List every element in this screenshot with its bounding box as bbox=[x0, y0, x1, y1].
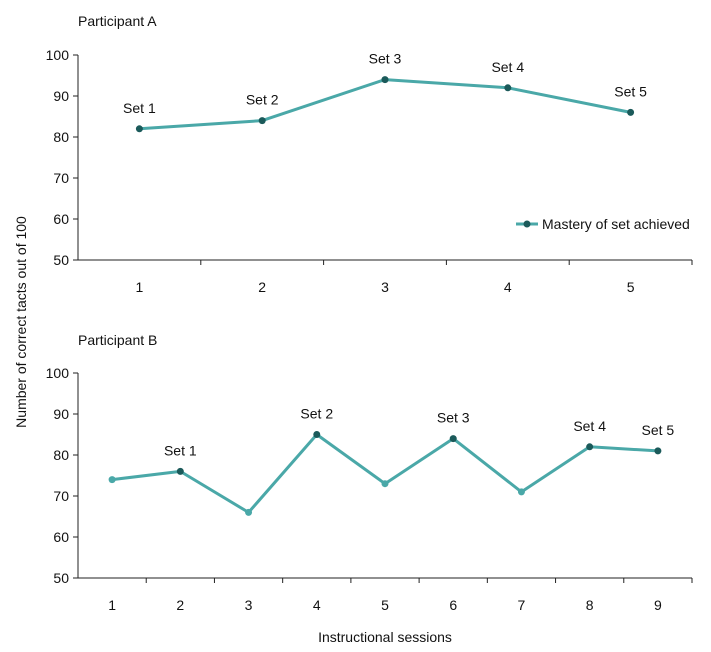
mastery-point-b bbox=[313, 431, 321, 438]
set-label-b: Set 3 bbox=[437, 410, 470, 426]
series-line-a bbox=[137, 78, 633, 131]
x-tick-label-b: 5 bbox=[381, 597, 389, 613]
mastery-point-b bbox=[449, 435, 457, 443]
ticks-a: 50 60 70 80 90 100 1 2 3 4 5 bbox=[46, 47, 693, 295]
panel-title-participant-a: Participant A bbox=[78, 13, 157, 29]
y-tick-label-a: 60 bbox=[53, 211, 69, 227]
x-tick-label-b: 1 bbox=[108, 597, 116, 613]
x-tick-label-a: 1 bbox=[136, 279, 144, 295]
set-label-b: Set 1 bbox=[164, 442, 197, 458]
mastery-point-b bbox=[654, 447, 662, 455]
marks-a: Set 1 Set 2 Set 3 Set 4 Set 5 bbox=[123, 51, 647, 133]
data-point-b bbox=[108, 476, 116, 484]
y-tick-label-a: 80 bbox=[53, 129, 69, 145]
y-tick-label-b: 80 bbox=[53, 447, 69, 463]
data-point-b bbox=[245, 508, 253, 516]
set-label-a: Set 4 bbox=[491, 59, 524, 75]
set-label-a: Set 1 bbox=[123, 100, 156, 116]
x-tick-label-b: 7 bbox=[518, 597, 526, 613]
y-tick-label-a: 90 bbox=[53, 88, 69, 104]
mastery-point-a bbox=[258, 117, 266, 125]
panel-participant-b: Participant B 50 60 70 80 90 100 1 2 3 4 5 6 7 8 9 Set… bbox=[46, 332, 693, 613]
legend: Mastery of set achieved bbox=[516, 216, 690, 232]
set-label-b: Set 5 bbox=[642, 422, 675, 438]
x-tick-label-b: 3 bbox=[245, 597, 253, 613]
x-tick-label-a: 2 bbox=[258, 279, 266, 295]
legend-label: Mastery of set achieved bbox=[542, 216, 690, 232]
y-tick-label-b: 60 bbox=[53, 529, 69, 545]
x-tick-label-b: 6 bbox=[449, 597, 457, 613]
legend-marker bbox=[523, 220, 531, 228]
set-label-a: Set 2 bbox=[246, 92, 279, 108]
mastery-point-a bbox=[627, 108, 635, 116]
y-tick-label-b: 90 bbox=[53, 406, 69, 422]
y-tick-label-a: 100 bbox=[46, 47, 70, 63]
y-tick-label-b: 50 bbox=[53, 570, 69, 586]
data-point-b bbox=[517, 488, 525, 496]
y-tick-label-b: 70 bbox=[53, 488, 69, 504]
y-axis-title: Number of correct tacts out of 100 bbox=[13, 216, 29, 428]
x-tick-label-b: 4 bbox=[313, 597, 321, 613]
x-tick-label-b: 8 bbox=[586, 597, 594, 613]
marks-b: Set 1 Set 2 Set 3 Set 4 Set 5 bbox=[108, 406, 675, 516]
mastery-point-a bbox=[504, 84, 512, 92]
ticks-b: 50 60 70 80 90 100 1 2 3 4 5 6 7 8 9 bbox=[46, 365, 693, 613]
x-axis-title: Instructional sessions bbox=[318, 629, 452, 645]
y-tick-label-a: 50 bbox=[53, 252, 69, 268]
mastery-point-b bbox=[586, 443, 594, 451]
set-label-b: Set 4 bbox=[573, 418, 606, 434]
panel-title-participant-b: Participant B bbox=[78, 332, 157, 348]
x-tick-label-a: 4 bbox=[504, 279, 512, 295]
mastery-point-a bbox=[135, 125, 143, 133]
mastery-point-b bbox=[176, 467, 184, 475]
x-tick-label-a: 3 bbox=[381, 279, 389, 295]
mastery-point-a bbox=[381, 76, 389, 84]
x-tick-label-a: 5 bbox=[627, 279, 635, 295]
y-tick-label-a: 70 bbox=[53, 170, 69, 186]
y-tick-label-b: 100 bbox=[46, 365, 70, 381]
set-label-a: Set 3 bbox=[369, 51, 402, 67]
set-label-a: Set 5 bbox=[614, 83, 647, 99]
data-point-b bbox=[381, 480, 389, 488]
set-label-b: Set 2 bbox=[300, 406, 333, 422]
x-tick-label-b: 2 bbox=[176, 597, 184, 613]
x-tick-label-b: 9 bbox=[654, 597, 662, 613]
